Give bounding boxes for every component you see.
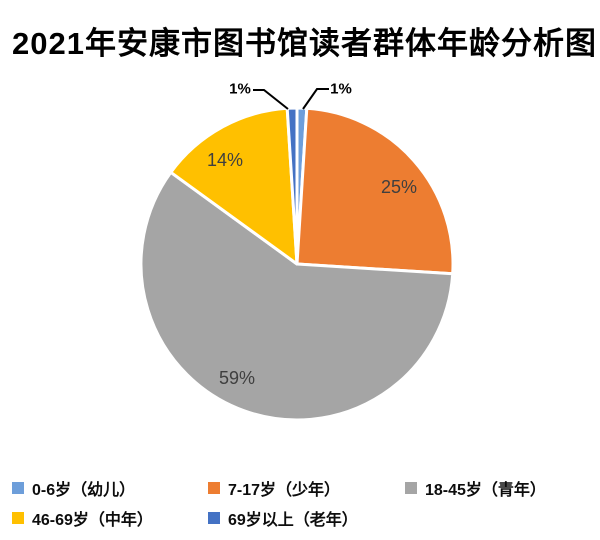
- leader-line-4: [253, 89, 289, 110]
- pie-percent-label-4: 1%: [229, 81, 251, 98]
- chart-title: 2021年安康市图书馆读者群体年龄分析图: [12, 26, 597, 61]
- legend-item-0: 0-6岁（幼儿）: [12, 479, 136, 499]
- legend-item-3: 46-69岁（中年）: [12, 509, 153, 529]
- leader-line-0: [302, 88, 329, 110]
- pie-percent-label-3: 14%: [207, 150, 243, 170]
- pie-percent-label-0: 1%: [330, 81, 352, 98]
- pie-percent-label-2: 59%: [219, 368, 255, 388]
- pie-slice-1: [295, 106, 455, 276]
- legend-label: 18-45岁（青年）: [425, 482, 546, 499]
- legend-swatch-icon: [405, 482, 417, 494]
- legend-swatch-icon: [12, 482, 24, 494]
- legend-label: 0-6岁（幼儿）: [32, 482, 136, 499]
- legend-item-2: 18-45岁（青年）: [405, 479, 546, 499]
- legend-label: 7-17岁（少年）: [228, 482, 341, 499]
- legend-swatch-icon: [208, 512, 220, 524]
- legend-label: 69岁以上（老年）: [228, 512, 358, 529]
- legend-swatch-icon: [208, 482, 220, 494]
- legend-item-4: 69岁以上（老年）: [208, 509, 358, 529]
- legend-swatch-icon: [12, 512, 24, 524]
- pie-chart: 1% 25% 59% 14% 1%: [139, 81, 455, 422]
- pie-percent-label-1: 25%: [381, 177, 417, 197]
- legend-label: 46-69岁（中年）: [32, 512, 153, 529]
- legend-item-1: 7-17岁（少年）: [208, 479, 341, 499]
- pie-slice-3: [169, 106, 299, 266]
- pie-slice-2: [139, 170, 455, 422]
